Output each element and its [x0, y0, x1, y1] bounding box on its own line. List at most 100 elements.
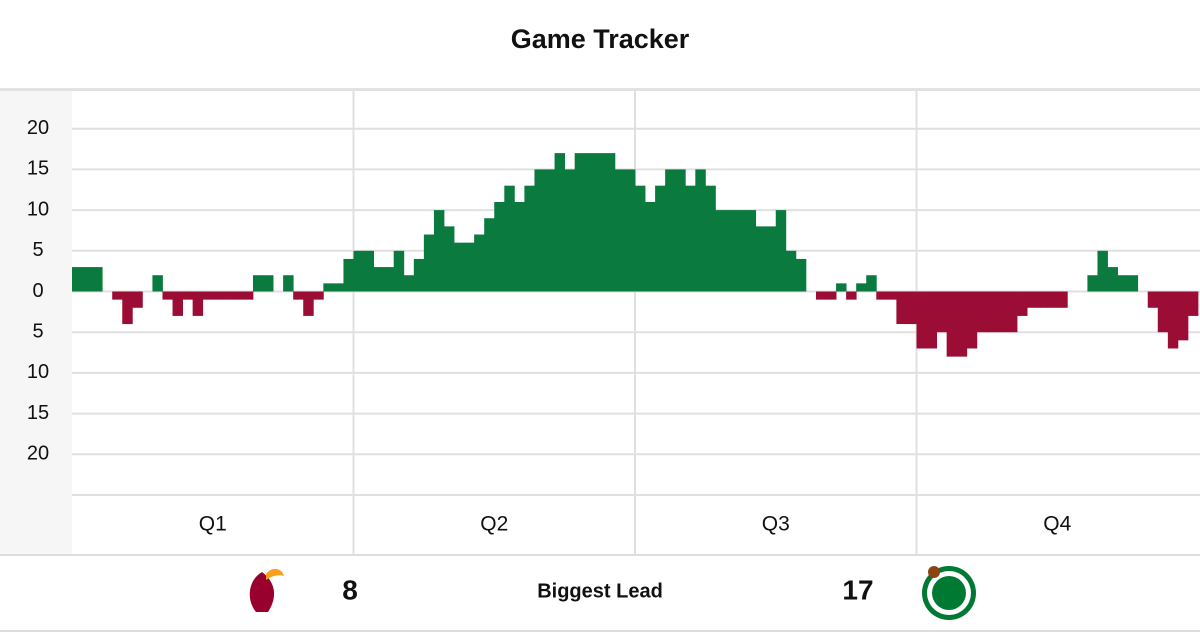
lead-bar: [1057, 291, 1068, 308]
lead-bar: [212, 291, 224, 300]
lead-bar: [393, 250, 405, 292]
lead-bar: [836, 283, 847, 292]
lead-bar: [132, 291, 143, 308]
lead-bar: [815, 291, 827, 300]
lead-bar: [574, 153, 586, 292]
lead-bar: [554, 153, 566, 292]
y-tick-label: 20: [27, 117, 49, 139]
lead-bar: [1047, 291, 1058, 308]
lead-bar: [966, 291, 978, 349]
lead-bar: [1167, 291, 1179, 349]
lead-bar: [514, 201, 525, 292]
lead-bar: [122, 291, 133, 325]
y-tick-label: 15: [27, 158, 49, 180]
lead-bar: [876, 291, 887, 300]
lead-bar: [373, 267, 385, 292]
lead-bar: [1117, 275, 1129, 292]
lead-bar: [655, 185, 666, 292]
lead-bar: [594, 153, 606, 292]
lead-bar: [926, 291, 938, 349]
lead-bar: [635, 185, 646, 292]
lead-bar: [202, 291, 214, 300]
lead-bar: [826, 291, 837, 300]
x-tick-label: Q2: [480, 513, 508, 536]
heat-logo: [246, 568, 284, 622]
lead-bar: [343, 258, 354, 292]
y-tick-label: 10: [27, 198, 49, 220]
lead-bar: [906, 291, 917, 325]
celtics-biggest-lead: 17: [842, 574, 873, 605]
lead-bar: [263, 275, 274, 292]
lead-bar: [996, 291, 1008, 333]
lead-bar: [232, 291, 244, 300]
biggest-lead-label: Biggest Lead: [537, 580, 663, 602]
x-tick-label: Q1: [199, 513, 227, 536]
lead-bar: [665, 169, 676, 292]
lead-bar: [92, 267, 103, 292]
y-tick-label: 15: [27, 402, 49, 424]
lead-bar: [986, 291, 998, 333]
lead-bar: [564, 169, 576, 292]
lead-bar: [785, 250, 797, 292]
axis-band: [0, 91, 72, 555]
y-tick-label: 0: [32, 280, 43, 302]
lead-bar: [222, 291, 234, 300]
lead-bar: [383, 267, 395, 292]
lead-bar: [695, 169, 706, 292]
lead-bar: [705, 185, 716, 292]
header-border: [0, 88, 1200, 91]
lead-bar: [484, 218, 495, 292]
lead-bar: [252, 275, 264, 292]
lead-bar: [765, 226, 777, 292]
lead-bar: [936, 291, 948, 333]
lead-bar: [725, 210, 736, 292]
lead-bar: [82, 267, 93, 292]
lead-bar: [1006, 291, 1018, 333]
lead-bar: [1107, 267, 1118, 292]
lead-bar: [584, 153, 596, 292]
celtics-logo: [922, 566, 976, 620]
lead-bar: [524, 185, 535, 292]
lead-bar: [363, 250, 375, 292]
lead-bar: [685, 185, 696, 292]
y-tick-label: 5: [32, 320, 43, 342]
lead-bar: [775, 210, 787, 292]
lead-bar: [72, 267, 83, 292]
lead-bar: [1127, 275, 1139, 292]
x-tick-label: Q3: [762, 513, 790, 536]
lead-bar: [494, 201, 505, 292]
y-tick-label: 20: [27, 443, 49, 465]
lead-bar: [624, 169, 636, 292]
lead-bar: [1027, 291, 1038, 308]
lead-bar: [1187, 291, 1199, 316]
lead-bar: [675, 169, 686, 292]
lead-bar: [534, 169, 545, 292]
lead-bar: [1177, 291, 1189, 341]
lead-bar: [464, 242, 475, 292]
lead-bar: [454, 242, 465, 292]
lead-bar: [1087, 275, 1098, 292]
lead-bar: [715, 210, 726, 292]
x-tick-label: Q4: [1043, 513, 1071, 536]
chart-title: Game Tracker: [511, 24, 690, 54]
lead-bar: [1037, 291, 1048, 308]
lead-bar: [353, 250, 364, 292]
lead-bar: [976, 291, 988, 333]
lead-bar: [956, 291, 968, 357]
lead-bar: [303, 291, 314, 316]
lead-bar: [735, 210, 746, 292]
lead-bar: [323, 283, 334, 292]
lead-bar: [856, 283, 867, 292]
lead-bar: [162, 291, 173, 300]
lead-bar: [1097, 250, 1108, 292]
y-tick-label: 5: [32, 239, 43, 261]
lead-bar: [614, 169, 626, 292]
lead-bar: [946, 291, 958, 357]
lead-bar: [1157, 291, 1169, 333]
lead-bar: [413, 258, 425, 292]
lead-bar: [866, 275, 877, 292]
lead-bar: [755, 226, 767, 292]
lead-bar: [1017, 291, 1028, 316]
lead-bar: [112, 291, 123, 300]
